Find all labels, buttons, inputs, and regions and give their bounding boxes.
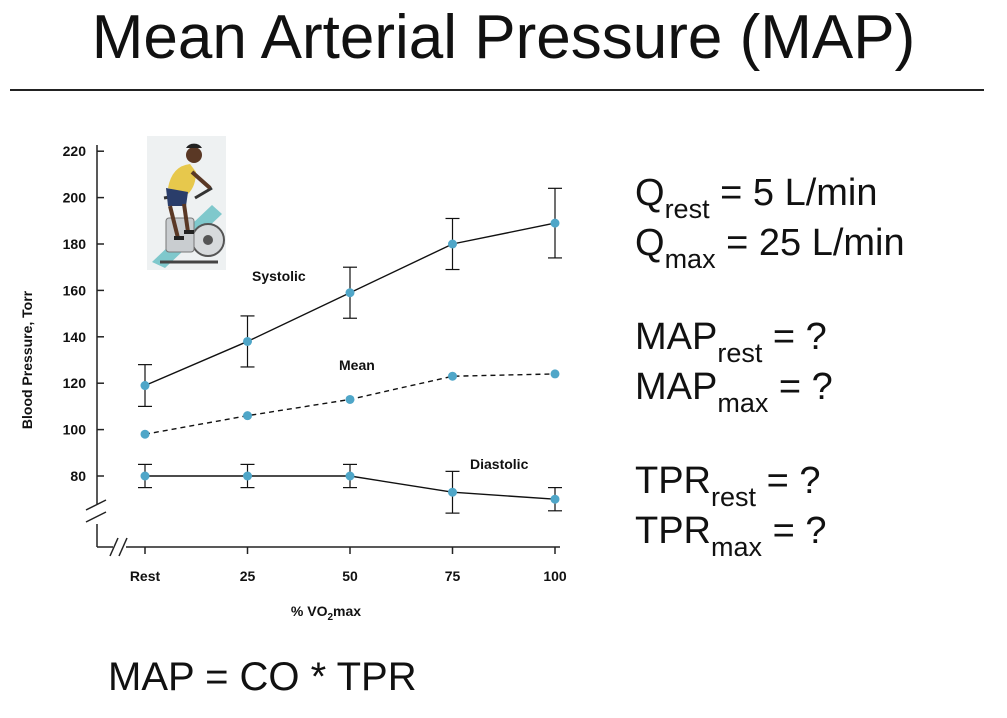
- mean-point-2: [345, 394, 355, 404]
- diastolic-point-4: [550, 494, 560, 504]
- mean-line: [144, 373, 556, 435]
- q-max-tail: = 25 L/min: [715, 222, 905, 264]
- map-rest-tail: = ?: [762, 316, 827, 358]
- x-axis-label-main: % VO: [291, 603, 328, 619]
- mean-point-0: [140, 429, 150, 439]
- tpr-rest-base: TPR: [635, 460, 711, 502]
- tpr-max-base: TPR: [635, 510, 711, 552]
- y-tick-label-180: 180: [63, 236, 87, 252]
- y-tick-label-140: 140: [63, 329, 87, 345]
- diastolic-point-3: [448, 487, 457, 497]
- x-tick-label-Rest: Rest: [130, 568, 161, 584]
- x-tick-label-100: 100: [543, 568, 567, 584]
- map-max-base: MAP: [635, 366, 718, 408]
- x-tick-label-25: 25: [240, 568, 256, 584]
- page-title: Mean Arterial Pressure (MAP): [91, 3, 916, 72]
- x-axis-label: % VO2max: [291, 603, 361, 623]
- tpr-rest-line: TPRrest = ?: [635, 460, 821, 512]
- x-axis-break-1: [109, 537, 119, 557]
- systolic-point-4: [550, 218, 560, 228]
- q-rest-base: Q: [635, 172, 665, 214]
- diastolic-point-2: [345, 471, 355, 481]
- q-rest-sub: rest: [664, 194, 710, 224]
- q-max-line: Qmax = 25 L/min: [635, 222, 905, 274]
- y-axis-break-1: [85, 499, 107, 511]
- systolic-point-0: [140, 381, 150, 391]
- y-tick-label-160: 160: [63, 282, 87, 298]
- title-divider: [10, 89, 984, 91]
- systolic-point-1: [243, 336, 252, 346]
- q-max-sub: max: [664, 244, 716, 274]
- q-rest-line: Qrest = 5 L/min: [635, 172, 878, 224]
- systolic-point-2: [345, 288, 355, 298]
- diastolic-series-label: Diastolic: [470, 456, 529, 472]
- map-max-sub: max: [717, 388, 769, 418]
- map-rest-base: MAP: [635, 316, 718, 358]
- x-tick-label-75: 75: [445, 568, 461, 584]
- y-tick-label-220: 220: [63, 143, 87, 159]
- x-tick-label-50: 50: [342, 568, 358, 584]
- tpr-max-line: TPRmax = ?: [635, 510, 827, 562]
- y-tick-label-80: 80: [70, 468, 86, 484]
- tpr-rest-sub: rest: [711, 482, 757, 512]
- tpr-rest-tail: = ?: [756, 460, 821, 502]
- mean-point-4: [550, 369, 560, 379]
- diastolic-point-0: [140, 471, 150, 481]
- tpr-max-sub: max: [711, 532, 763, 562]
- mean-point-3: [448, 371, 457, 381]
- systolic-point-3: [448, 239, 457, 249]
- x-axis-label-tail: max: [333, 603, 361, 619]
- x-axis-break-2: [118, 537, 128, 557]
- y-tick-label-120: 120: [63, 375, 87, 391]
- tpr-max-tail: = ?: [762, 510, 827, 552]
- y-tick-label-100: 100: [63, 422, 87, 438]
- mean-point-1: [243, 411, 252, 421]
- map-max-tail: = ?: [768, 366, 833, 408]
- map-formula: MAP = CO * TPR: [108, 655, 417, 699]
- map-rest-sub: rest: [717, 338, 763, 368]
- y-tick-label-200: 200: [63, 190, 87, 206]
- y-axis-break-2: [85, 511, 107, 523]
- mean-series-label: Mean: [339, 357, 375, 373]
- map-max-line: MAPmax = ?: [635, 366, 833, 418]
- x-axis-label-sub: 2: [327, 612, 333, 623]
- systolic-series-label: Systolic: [252, 268, 306, 284]
- q-max-base: Q: [635, 222, 665, 264]
- map-rest-line: MAPrest = ?: [635, 316, 827, 368]
- y-axis-label: Blood Pressure, Torr: [19, 290, 35, 429]
- diastolic-point-1: [243, 471, 252, 481]
- cyclist-icon: [147, 136, 226, 270]
- q-rest-tail: = 5 L/min: [709, 172, 878, 214]
